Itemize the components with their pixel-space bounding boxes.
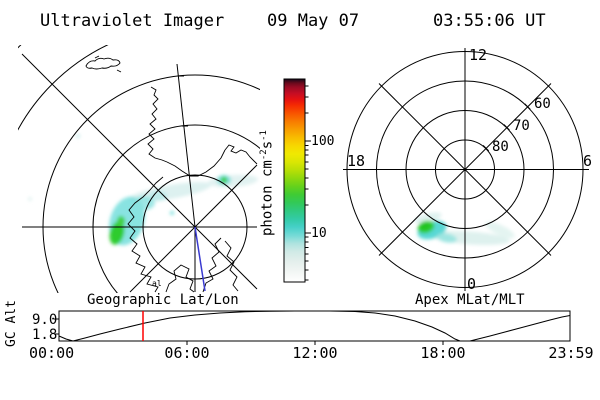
mlat-label-70: 70 [513, 118, 530, 134]
app-title: Ultraviolet Imager [40, 11, 225, 31]
aurora-emission-left [28, 133, 258, 246]
timeline-box [58, 310, 571, 342]
geographic-map: al [18, 45, 260, 293]
mlt-label-12: 12 [469, 46, 488, 64]
colorbar-gradient [283, 78, 306, 283]
header-date: 09 May 07 [267, 11, 360, 31]
mlat-label-80: 80 [492, 139, 509, 155]
meridian-grid-lines [21, 53, 258, 293]
colorbar-unit-sup1: -2 [259, 149, 269, 161]
colorbar-unit-prefix: photon cm [259, 160, 276, 236]
mlat-label-60: 60 [534, 96, 551, 112]
colorbar-ticks [305, 85, 311, 281]
map-station-label: al [152, 279, 162, 288]
mlt-grid-lines [343, 48, 589, 291]
antarctica-coastline [85, 55, 258, 293]
right-plot-caption: Apex MLat/MLT [415, 292, 525, 308]
gc-alt-timeline [54, 310, 571, 345]
mlat-tick [503, 124, 510, 131]
aurora-emission-right [414, 212, 515, 246]
timeline-axis-ticks [54, 318, 444, 345]
timeline-xtick-0600: 06:00 [164, 344, 210, 362]
left-map-caption: Geographic Lat/Lon [87, 292, 239, 308]
timeline-xtick-0000: 00:00 [29, 344, 75, 362]
mlt-label-0: 0 [467, 275, 477, 293]
mlt-label-18: 18 [347, 152, 366, 170]
spacecraft-track-line [194, 226, 206, 292]
colorbar-tick-label-10: 10 [311, 226, 327, 241]
apex-polar-plot [343, 48, 589, 291]
timeline-xtick-1800: 18:00 [420, 344, 466, 362]
colorbar-unit-label: photon cm-2s-1 [259, 113, 276, 253]
latitude-grid-circles [18, 45, 260, 293]
colorbar-tick-label-100: 100 [311, 134, 335, 149]
mlat-tick [524, 103, 531, 110]
orbit-altitude-curve [58, 310, 571, 342]
status-col-glat: GLat: −74.1 GLon: 265.9 [487, 363, 593, 400]
colorbar-unit-mid: s [259, 140, 276, 150]
colorbar-unit-sup2: -1 [259, 130, 269, 141]
colorbar [283, 78, 311, 283]
timeline-xtick-2359: 23:59 [548, 344, 594, 362]
timeline-xtick-1200: 12:00 [292, 344, 338, 362]
status-col-door: Door: Open Gain: 14 [130, 363, 226, 400]
header-time: 03:55:06 UT [433, 11, 546, 31]
timeline-ytick-18: 1.8 [32, 327, 58, 343]
status-col-gcalt: GC Alt: 6.3 Re Seq: 39 [368, 363, 503, 400]
status-col-flt: Flt: LBHL IP: 36.0 [8, 363, 95, 400]
timeline-ytick-9: 9.0 [32, 312, 58, 328]
timeline-ylabel: GC Alt [4, 300, 19, 347]
mlt-label-6: 6 [583, 152, 593, 170]
status-col-mode: Mode: Normal Dsp: 2.4 [248, 363, 364, 400]
mlat-tick [482, 144, 490, 152]
